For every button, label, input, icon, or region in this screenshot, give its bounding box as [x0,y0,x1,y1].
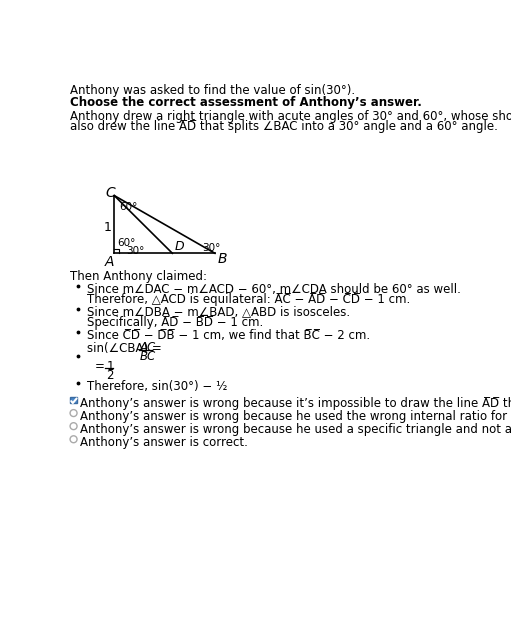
Text: also drew the line A̅D̅ that splits ∠BAC into a 30° angle and a 60° angle.: also drew the line A̅D̅ that splits ∠BAC… [70,120,498,133]
Text: Anthony’s answer is wrong because he used the wrong internal ratio for the sine.: Anthony’s answer is wrong because he use… [80,410,511,423]
Text: Choose the correct assessment of Anthony’s answer.: Choose the correct assessment of Anthony… [70,97,422,109]
Text: C: C [105,185,114,199]
Text: D: D [175,240,184,253]
Text: 60°: 60° [119,203,137,213]
Text: AC: AC [140,341,156,354]
Text: Anthony’s answer is wrong because he used a specific triangle and not a general : Anthony’s answer is wrong because he use… [80,423,511,436]
Text: 30°: 30° [202,243,220,253]
Text: 1: 1 [103,221,111,234]
Text: Specifically, A̅D̅ − B̅D̅ − 1 cm.: Specifically, A̅D̅ − B̅D̅ − 1 cm. [87,316,263,329]
Text: =: = [95,360,105,373]
FancyBboxPatch shape [70,396,77,403]
Text: Anthony’s answer is wrong because it’s impossible to draw the line A̅D̅ the way : Anthony’s answer is wrong because it’s i… [80,396,511,410]
Text: BC: BC [140,351,156,363]
Text: Anthony drew a right triangle with acute angles of 30° and 60°, whose shorter si: Anthony drew a right triangle with acute… [70,110,511,123]
Text: 60°: 60° [118,238,136,248]
Text: Anthony was asked to find the value of sin(30°).: Anthony was asked to find the value of s… [70,84,355,97]
Text: 1: 1 [106,359,114,373]
Text: Therefore, △ACD is equilateral: A̅C̅ − A̅D̅ − C̅D̅ − 1 cm.: Therefore, △ACD is equilateral: A̅C̅ − A… [87,293,410,305]
Text: 30°: 30° [126,246,144,257]
Text: 2: 2 [106,369,114,382]
Text: Since m∠DBA − m∠BAD, △ABD is isosceles.: Since m∠DBA − m∠BAD, △ABD is isosceles. [87,305,350,319]
Text: B: B [217,251,227,266]
Text: Then Anthony claimed:: Then Anthony claimed: [70,271,207,283]
Text: Anthony’s answer is correct.: Anthony’s answer is correct. [80,436,248,449]
Text: Since m∠DAC − m∠ACD − 60°, m∠CDA should be 60° as well.: Since m∠DAC − m∠ACD − 60°, m∠CDA should … [87,283,461,295]
Text: Since C̅D̅ − D̅B̅ − 1 cm, we find that B̅C̅ − 2 cm.: Since C̅D̅ − D̅B̅ − 1 cm, we find that B… [87,329,370,342]
Text: Therefore, sin(30°) − ½: Therefore, sin(30°) − ½ [87,380,227,393]
Text: A: A [105,255,114,269]
Text: sin(∠CBA) =: sin(∠CBA) = [87,342,162,355]
